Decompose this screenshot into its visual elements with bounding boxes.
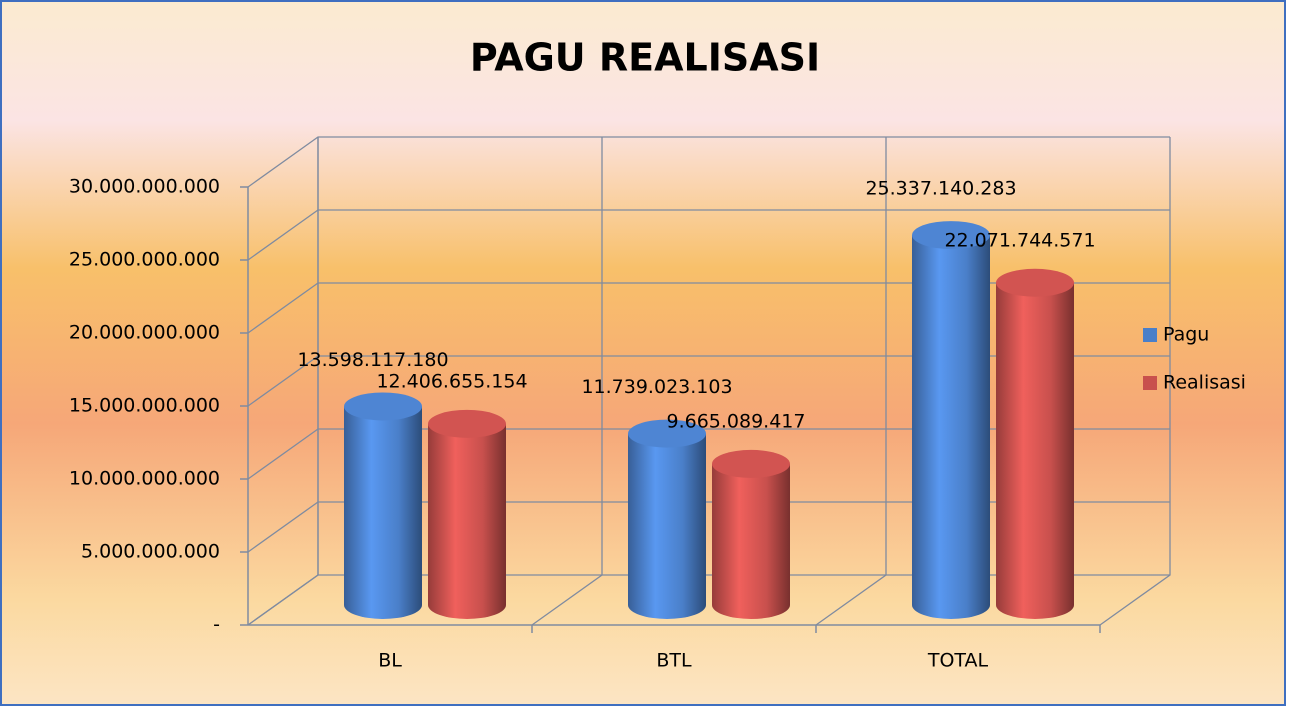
value-label: 25.337.140.283: [865, 178, 1016, 200]
x-tick-label: BTL: [656, 650, 692, 672]
bar-top: [996, 268, 1074, 297]
y-tick-label: 5.000.000.000: [81, 541, 220, 563]
bar: [344, 392, 422, 619]
bar: [428, 409, 506, 619]
value-label: 12.406.655.154: [376, 370, 527, 392]
bar-body: [996, 282, 1074, 619]
bar-body: [344, 406, 422, 619]
legend-label: Realisasi: [1163, 372, 1246, 394]
bar-body: [912, 235, 990, 619]
legend-label: Pagu: [1163, 324, 1209, 346]
chart-title: PAGU REALISASI: [470, 36, 820, 80]
bar-body: [712, 463, 790, 619]
bar: [628, 419, 706, 619]
bar: [996, 268, 1074, 619]
bar-top: [344, 392, 422, 421]
bar-top: [912, 221, 990, 250]
bar: [712, 449, 790, 619]
value-label: 11.739.023.103: [581, 376, 732, 398]
y-tick-label: 20.000.000.000: [69, 322, 220, 344]
y-tick-label: 15.000.000.000: [69, 395, 220, 417]
x-tick-label: BL: [378, 650, 402, 672]
value-label: 22.071.744.571: [944, 229, 1095, 251]
wall-line: [1099, 137, 1171, 626]
value-label: 9.665.089.417: [666, 410, 805, 432]
legend-swatch: [1143, 328, 1157, 342]
x-tick-label: TOTAL: [927, 650, 989, 672]
legend-swatch: [1143, 376, 1157, 390]
bar-top: [428, 409, 506, 438]
y-tick-label: 10.000.000.000: [69, 468, 220, 490]
bar-top: [628, 419, 706, 448]
y-tick-label: -: [213, 614, 220, 636]
wall-line: [531, 137, 603, 626]
wall-line: [815, 137, 887, 626]
y-tick-label: 30.000.000.000: [69, 176, 220, 198]
value-label: 13.598.117.180: [297, 349, 448, 371]
bar: [912, 221, 990, 619]
y-tick-label: 25.000.000.000: [69, 249, 220, 271]
bar-body: [628, 433, 706, 619]
bar-top: [712, 449, 790, 478]
bar-body: [428, 423, 506, 619]
